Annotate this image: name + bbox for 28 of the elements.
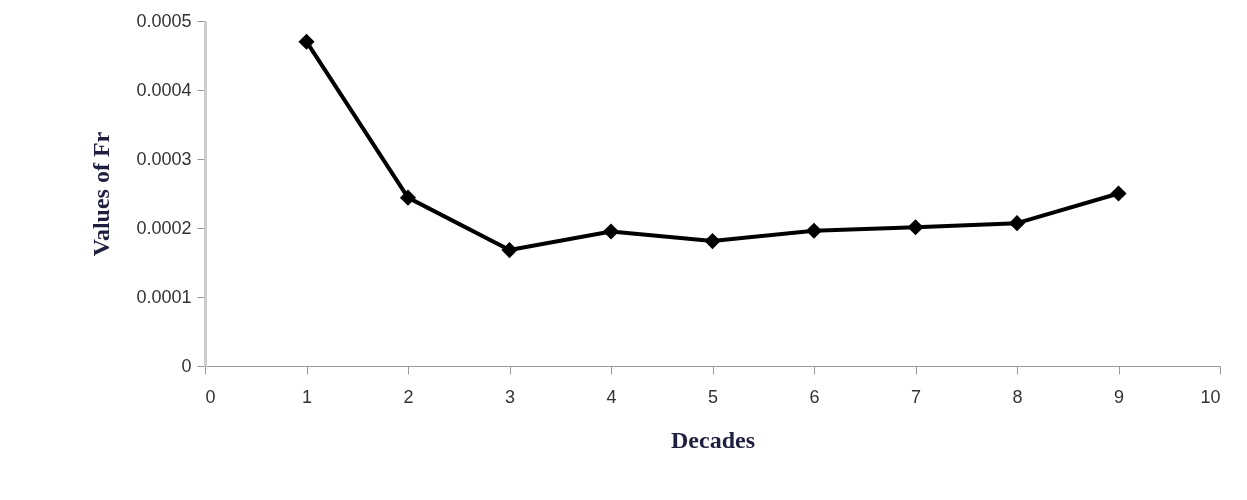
x-tick-label: 9 <box>1113 386 1125 407</box>
y-axis-title: Values of Fr <box>88 131 115 257</box>
x-tick-label: 0 <box>205 386 216 407</box>
x-tick-label: 6 <box>809 386 820 407</box>
y-tick-label: 0 <box>181 355 192 376</box>
point <box>907 219 924 236</box>
x-tick-label: 7 <box>910 386 922 407</box>
x-tick-label: 5 <box>707 386 719 407</box>
point <box>501 242 518 259</box>
x-tick-label: 2 <box>403 386 414 407</box>
point <box>602 223 620 240</box>
x-tick-label: 10 <box>1200 386 1221 407</box>
point <box>1110 185 1127 202</box>
y-tick-label: 0.0003 <box>136 148 192 169</box>
point <box>704 233 721 250</box>
y-tick-label: 0.0002 <box>136 217 192 238</box>
point <box>1008 215 1026 232</box>
point <box>298 33 315 50</box>
y-tick-label: 0.0005 <box>136 10 192 31</box>
x-tick-label: 4 <box>606 386 617 407</box>
x-tick-label: 8 <box>1012 386 1023 407</box>
y-tick-label: 0.0004 <box>136 79 192 100</box>
y-tick-label: 0.0001 <box>136 286 192 307</box>
point <box>805 222 823 239</box>
x-tick-label: 1 <box>301 386 313 407</box>
point <box>399 189 417 206</box>
x-tick-label: 3 <box>504 386 516 407</box>
x-axis-title: Decades <box>671 426 755 453</box>
